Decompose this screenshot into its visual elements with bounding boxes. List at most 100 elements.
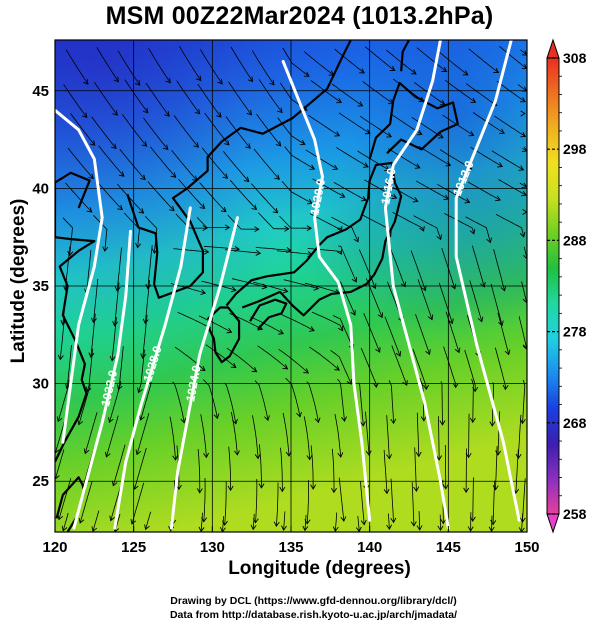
streamline-arrowhead xyxy=(498,320,504,327)
streamline-arrowhead xyxy=(520,110,526,117)
streamline xyxy=(362,81,394,104)
streamline xyxy=(465,216,491,243)
colorbar-tick-label: 288 xyxy=(563,232,587,248)
streamline-arrowhead xyxy=(391,193,398,200)
streamline-arrowhead xyxy=(144,524,150,531)
streamline xyxy=(79,481,93,524)
streamline xyxy=(415,314,430,355)
streamline xyxy=(497,312,510,355)
streamline xyxy=(331,83,363,107)
streamline-arrowhead xyxy=(486,237,492,244)
streamline-arrowhead xyxy=(200,289,207,296)
streamline xyxy=(117,50,141,86)
streamline-arrowhead xyxy=(519,517,526,523)
streamline xyxy=(257,345,288,370)
streamline xyxy=(336,147,369,168)
streamline xyxy=(309,346,340,371)
streamline-arrowhead xyxy=(234,450,240,456)
streamline xyxy=(416,180,449,200)
streamline-arrowhead xyxy=(199,203,206,209)
streamline xyxy=(520,49,527,56)
streamline-arrowhead xyxy=(220,206,227,213)
streamline-arrowhead xyxy=(77,419,84,426)
streamline xyxy=(388,380,394,424)
streamline-arrowhead xyxy=(395,351,402,357)
streamline-arrowhead xyxy=(56,416,63,423)
y-tick-label: 40 xyxy=(32,180,49,197)
streamline xyxy=(70,113,96,146)
streamline-arrowhead xyxy=(112,321,119,327)
streamline xyxy=(494,347,506,390)
streamline-arrowhead xyxy=(400,281,407,288)
streamline-arrowhead xyxy=(416,525,423,531)
streamline xyxy=(252,513,255,530)
streamline-arrowhead xyxy=(112,110,118,116)
streamline-arrowhead xyxy=(111,143,117,150)
streamline-arrowhead xyxy=(193,142,199,148)
streamline xyxy=(304,282,340,294)
streamline-arrowhead xyxy=(488,526,495,532)
streamline xyxy=(360,481,365,525)
streamline xyxy=(390,478,394,523)
streamline xyxy=(440,381,443,425)
streamline xyxy=(416,412,420,457)
streamline-arrowhead xyxy=(194,108,201,115)
streamline-arrowhead xyxy=(334,365,340,371)
streamline xyxy=(310,445,314,489)
streamline xyxy=(258,444,262,488)
streamline xyxy=(145,82,170,117)
streamline-arrowhead xyxy=(468,130,475,137)
streamline-arrowhead xyxy=(277,107,283,114)
streamline xyxy=(414,447,417,492)
streamline-arrowhead xyxy=(195,75,202,82)
streamline-arrowhead xyxy=(386,524,393,530)
x-tick-label: 120 xyxy=(42,539,67,556)
streamline-arrowhead xyxy=(78,517,85,524)
streamline xyxy=(106,415,119,457)
streamline xyxy=(465,83,497,106)
streamline xyxy=(229,179,257,210)
streamline xyxy=(228,446,231,491)
streamline-arrowhead xyxy=(340,516,347,522)
streamline-arrowhead xyxy=(497,162,503,168)
streamline xyxy=(303,416,311,460)
streamline xyxy=(109,380,122,423)
streamline-arrowhead xyxy=(410,69,417,75)
streamline xyxy=(495,214,525,237)
streamline xyxy=(255,479,258,523)
streamline-arrowhead xyxy=(245,143,251,149)
streamline xyxy=(283,279,319,290)
streamline-arrowhead xyxy=(462,70,469,76)
streamline-arrowhead xyxy=(306,225,313,232)
streamline xyxy=(254,380,269,421)
streamline-arrowhead xyxy=(341,416,347,422)
streamline-arrowhead xyxy=(351,276,357,283)
streamline-arrowhead xyxy=(243,176,250,183)
colorbar-tick-label: 308 xyxy=(563,50,587,66)
streamline xyxy=(203,478,206,522)
streamline-arrowhead xyxy=(282,287,289,294)
streamline-arrowhead xyxy=(224,224,231,231)
streamline xyxy=(201,280,237,291)
streamline xyxy=(200,512,203,532)
streamline-arrowhead xyxy=(61,525,68,532)
streamline-arrowhead xyxy=(437,525,444,532)
streamline xyxy=(93,215,108,252)
streamline-arrowhead xyxy=(67,250,74,257)
streamline xyxy=(522,478,526,523)
streamline-arrowhead xyxy=(416,129,423,136)
streamline xyxy=(418,145,451,166)
streamline xyxy=(150,146,176,178)
streamline xyxy=(357,150,390,171)
streamline-arrowhead xyxy=(520,97,526,103)
streamline xyxy=(307,248,342,255)
y-ticks: 25 30 35 40 45 xyxy=(32,83,49,490)
colorbar-tick-label: 268 xyxy=(563,415,587,431)
streamlines xyxy=(55,45,527,532)
streamline-arrowhead xyxy=(251,366,258,373)
streamline-arrowhead xyxy=(469,228,476,235)
streamline-arrowhead xyxy=(410,521,417,527)
coastlines xyxy=(55,40,459,532)
streamline-arrowhead xyxy=(519,418,526,425)
y-tick-label: 25 xyxy=(32,473,49,490)
